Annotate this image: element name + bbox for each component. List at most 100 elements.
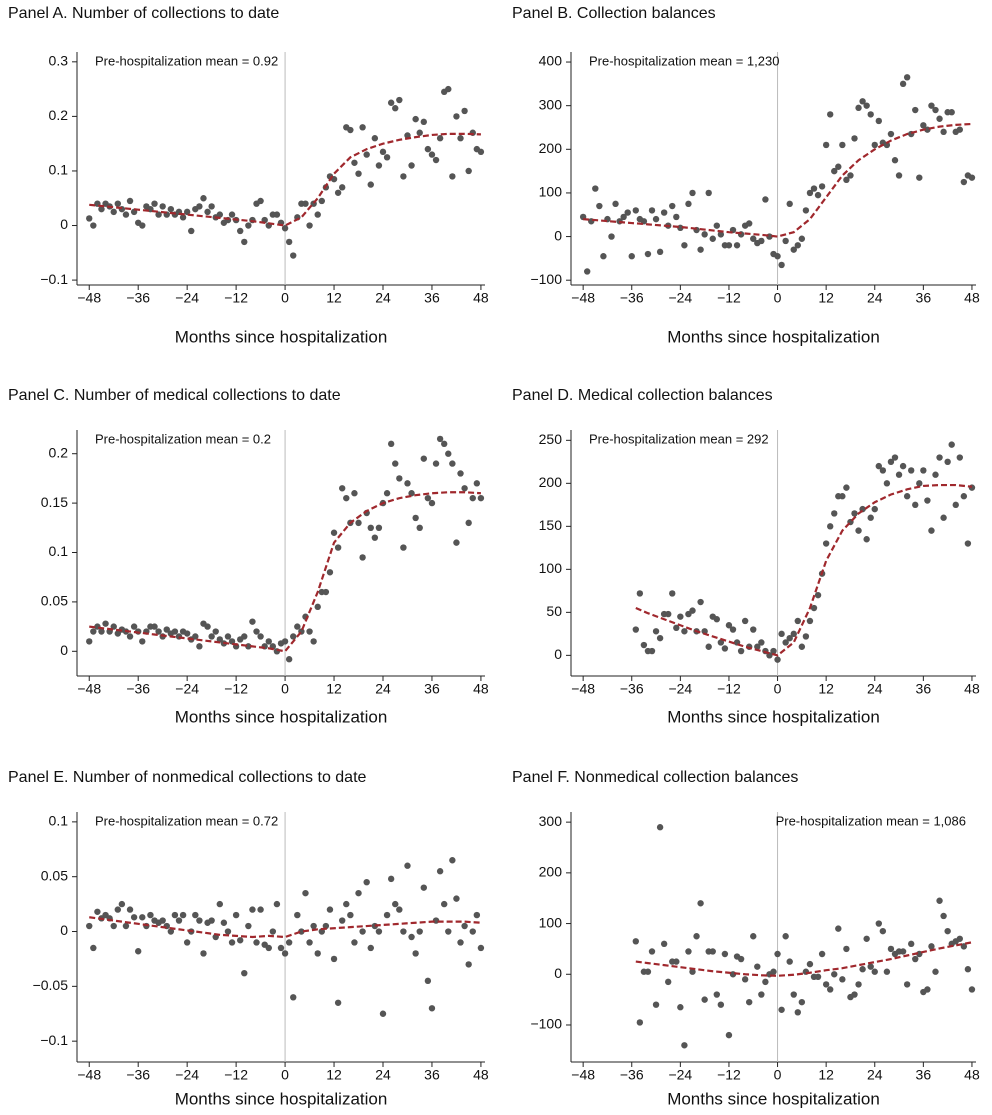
data-point [110, 623, 117, 630]
data-point [457, 470, 464, 477]
data-point [956, 126, 963, 133]
panel: Panel D. Medical collection balances 0 50 1… [512, 387, 980, 726]
data-point [624, 209, 631, 216]
x-tick-label: 48 [473, 1067, 489, 1083]
data-point [126, 906, 134, 913]
data-point [956, 935, 963, 942]
data-point [721, 950, 729, 958]
data-point [673, 624, 680, 632]
panel: Panel E. Number of nonmedical collection… [8, 769, 489, 1108]
data-point [887, 458, 895, 466]
data-point [212, 628, 219, 635]
data-point [192, 633, 199, 640]
data-point [685, 948, 692, 955]
data-point [660, 940, 668, 948]
data-point [392, 900, 399, 908]
data-point [351, 159, 358, 166]
data-point [879, 927, 887, 935]
data-point [794, 1009, 801, 1016]
data-point [948, 109, 955, 116]
x-tick-label: −24 [175, 1067, 199, 1083]
data-point [685, 200, 692, 208]
data-point [952, 501, 959, 509]
x-tick-label: 12 [326, 1067, 342, 1083]
data-point [798, 998, 806, 1006]
data-point [701, 628, 708, 635]
data-point [798, 643, 806, 650]
data-point [473, 480, 481, 487]
x-tick-label: −36 [620, 681, 644, 697]
data-point [758, 237, 765, 245]
x-tick-label: −12 [224, 290, 248, 306]
data-point [257, 906, 264, 913]
annotation: Pre-hospitalization mean = 1,086 [776, 813, 966, 828]
fit-line [89, 132, 481, 227]
data-point [412, 115, 419, 123]
data-point [839, 493, 846, 500]
data-point [249, 618, 256, 625]
data-point [709, 235, 716, 242]
data-point [940, 128, 947, 136]
data-point [737, 647, 745, 655]
x-tick-label: 12 [326, 681, 342, 697]
data-point [294, 623, 301, 630]
data-point [810, 604, 818, 612]
data-point [592, 185, 599, 192]
data-point [441, 900, 448, 908]
data-point [944, 458, 951, 466]
data-point [457, 135, 464, 142]
y-tick-label: 0 [60, 216, 68, 232]
panel: Panel F. Nonmedical collection balances −… [512, 769, 980, 1108]
data-point [790, 630, 797, 638]
data-point [86, 638, 93, 645]
data-point [343, 900, 350, 908]
data-point [806, 960, 814, 968]
data-point [363, 151, 370, 158]
data-point [932, 471, 939, 478]
x-tick-label: 12 [818, 290, 834, 306]
y-tick-label: 100 [539, 184, 563, 200]
data-point [899, 462, 907, 470]
data-point [392, 105, 399, 112]
data-point [721, 645, 729, 652]
data-point [477, 944, 485, 952]
data-point [790, 991, 797, 998]
data-point [90, 944, 97, 952]
data-point [224, 928, 232, 935]
data-point [774, 253, 781, 260]
data-point [912, 106, 919, 114]
x-tick-label: 48 [473, 681, 489, 697]
data-point [114, 200, 122, 207]
data-point [330, 955, 338, 963]
data-point [810, 185, 818, 192]
data-point [334, 999, 342, 1006]
data-point [802, 633, 810, 640]
data-point [167, 928, 175, 935]
data-point [237, 227, 244, 235]
data-point [420, 884, 427, 891]
data-point [216, 636, 223, 643]
data-point [351, 939, 358, 946]
x-tick-label: 36 [916, 681, 932, 697]
data-point [851, 510, 858, 517]
data-point [903, 981, 911, 988]
data-point [314, 211, 321, 218]
data-point [277, 944, 285, 952]
data-point [343, 494, 350, 502]
data-point [875, 920, 882, 927]
annotation: Pre-hospitalization mean = 292 [589, 431, 769, 446]
data-point [326, 569, 334, 576]
data-point [253, 939, 260, 946]
data-point [920, 467, 927, 474]
data-point [432, 460, 440, 467]
data-point [436, 135, 444, 142]
data-point [428, 1005, 436, 1012]
data-point [383, 490, 391, 497]
panel: Panel A. Number of collections to date −0… [8, 5, 489, 346]
y-tick-label: 400 [539, 53, 563, 69]
x-tick-label: −48 [77, 681, 101, 697]
data-point [408, 162, 415, 169]
data-point [673, 213, 680, 221]
data-point [441, 440, 448, 448]
data-point [351, 490, 358, 497]
